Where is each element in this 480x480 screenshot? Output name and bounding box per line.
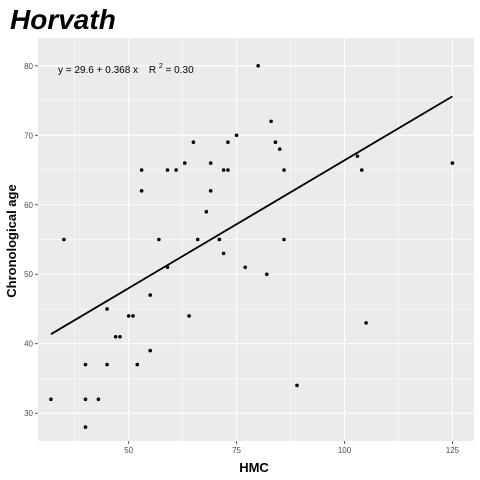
data-point [135, 362, 140, 367]
data-point [126, 314, 131, 318]
data-point [105, 362, 109, 367]
data-point [83, 362, 88, 367]
data-point [157, 237, 161, 242]
data-point [182, 161, 187, 165]
data-point [195, 237, 200, 242]
data-point [105, 307, 109, 311]
data-point [359, 168, 364, 172]
x-tick-label: 50 [124, 446, 133, 455]
y-tick-label: 60 [24, 201, 33, 210]
data-point [217, 237, 222, 242]
data-point [221, 251, 226, 256]
data-point [450, 161, 455, 165]
x-tick-label: 125 [446, 446, 460, 455]
data-point [187, 314, 191, 318]
data-point [131, 314, 135, 318]
data-point [118, 334, 122, 339]
data-point [208, 161, 213, 165]
data-point [282, 168, 286, 172]
data-point [355, 154, 360, 158]
data-point [83, 425, 88, 429]
data-point [96, 397, 101, 402]
y-axis-title: Chronological age [4, 184, 19, 297]
data-point [83, 397, 88, 402]
r2-label: R [149, 65, 156, 76]
data-point [62, 237, 66, 242]
y-tick-label: 30 [24, 409, 33, 418]
data-point [49, 397, 53, 402]
x-axis-title: HMC [239, 460, 269, 475]
data-points [49, 63, 455, 429]
regression-equation: y = 29.6 + 0.368 x R 2 = 0.30 [58, 60, 194, 76]
y-tick-label: 80 [24, 62, 33, 71]
x-tick-label: 75 [232, 446, 241, 455]
data-point [165, 265, 170, 270]
data-point [174, 168, 178, 172]
grid-major [38, 38, 474, 441]
data-point [139, 168, 144, 172]
data-point [191, 140, 196, 145]
data-point [226, 168, 230, 172]
data-point [264, 272, 269, 277]
r2-superscript: 2 [159, 63, 163, 70]
data-point [113, 334, 118, 339]
data-point [295, 383, 299, 388]
chart-title: Horvath [10, 4, 116, 35]
data-point [148, 348, 153, 353]
data-point [269, 119, 273, 124]
y-tick-label: 40 [24, 340, 33, 349]
y-tick-label: 50 [24, 270, 33, 279]
data-point [273, 140, 278, 145]
data-point [148, 293, 153, 297]
data-point [243, 265, 248, 270]
equation-text: y = 29.6 + 0.368 x [58, 65, 138, 76]
data-point [221, 168, 226, 172]
data-point [165, 168, 170, 172]
data-point [234, 133, 239, 138]
data-point [364, 321, 368, 325]
trendline-group [50, 95, 453, 335]
data-point [282, 237, 286, 242]
r2-value: = 0.30 [166, 65, 195, 76]
data-point [226, 140, 230, 145]
data-point [208, 189, 213, 193]
data-point [204, 209, 209, 214]
data-point [277, 147, 282, 151]
data-point [256, 63, 260, 68]
y-tick-label: 70 [24, 131, 33, 140]
regression-line [50, 95, 453, 335]
axis-ticks: 50 75 100 125 30 40 50 60 70 80 [24, 62, 460, 455]
data-point [139, 189, 144, 193]
grid-minor [38, 38, 474, 441]
x-tick-label: 100 [338, 446, 352, 455]
